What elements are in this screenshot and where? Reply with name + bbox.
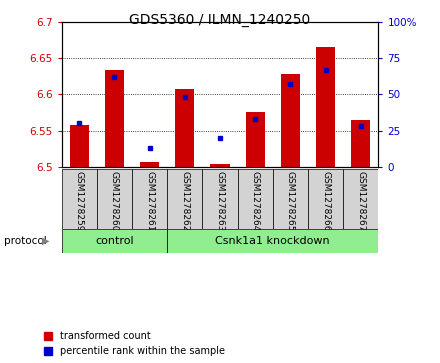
Text: GSM1278265: GSM1278265 [286,171,295,231]
Bar [132,169,167,229]
Bar [343,169,378,229]
Text: protocol: protocol [4,236,47,246]
Text: GSM1278260: GSM1278260 [110,171,119,231]
Text: GSM1278266: GSM1278266 [321,171,330,231]
Text: GSM1278264: GSM1278264 [251,171,260,231]
Bar [308,169,343,229]
Bar [273,169,308,229]
Text: GDS5360 / ILMN_1240250: GDS5360 / ILMN_1240250 [129,13,311,27]
Bar [238,169,273,229]
Legend: transformed count, percentile rank within the sample: transformed count, percentile rank withi… [44,331,225,356]
Bar [105,70,124,167]
Bar [316,47,335,167]
Text: GSM1278263: GSM1278263 [216,171,224,231]
Bar [167,169,202,229]
Bar [202,169,238,229]
Text: GSM1278267: GSM1278267 [356,171,365,231]
Bar [97,169,132,229]
Bar [210,164,230,167]
Bar [62,169,97,229]
Bar [140,162,159,167]
Text: Csnk1a1 knockdown: Csnk1a1 knockdown [216,236,330,246]
Text: ▶: ▶ [42,236,50,246]
Bar [62,229,167,253]
Text: GSM1278259: GSM1278259 [75,171,84,231]
Text: GSM1278261: GSM1278261 [145,171,154,231]
Bar [167,229,378,253]
Bar [175,89,194,167]
Bar [70,125,89,167]
Text: control: control [95,236,134,246]
Text: GSM1278262: GSM1278262 [180,171,189,231]
Bar [246,112,265,167]
Bar [351,120,370,167]
Bar [281,74,300,167]
